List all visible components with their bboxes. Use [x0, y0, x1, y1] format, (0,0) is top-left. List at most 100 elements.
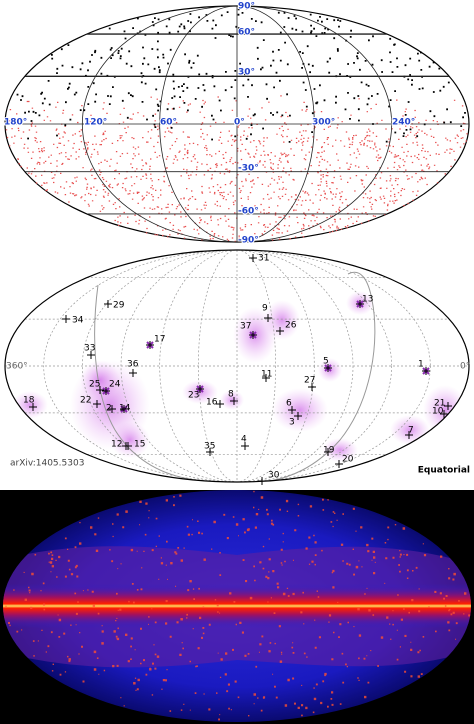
- event-label: 23: [188, 391, 199, 401]
- event-cross: [216, 400, 224, 408]
- gamma-layers: [3, 490, 471, 721]
- meridian: [81, 250, 393, 482]
- lon-label: 180°: [4, 118, 27, 128]
- event-cross: [102, 387, 110, 395]
- event-label: 5: [323, 357, 329, 367]
- event-label: 14: [119, 404, 131, 414]
- lat-label: -60°: [238, 207, 259, 217]
- lat-label: -90°: [238, 236, 259, 246]
- event-cross: [262, 374, 270, 382]
- event-label: 9: [262, 304, 268, 314]
- event-cross: [108, 405, 116, 413]
- event-cross: [422, 367, 430, 375]
- event-cross: [146, 341, 154, 349]
- grid-2: [5, 250, 469, 482]
- event-label: 33: [84, 344, 95, 354]
- event-cross: [120, 405, 128, 413]
- event-cross: [96, 386, 104, 394]
- lat-label: 30°: [238, 68, 255, 78]
- lon-left: 360°: [6, 362, 28, 372]
- event-label: 19: [323, 446, 335, 456]
- event-cross: [294, 412, 302, 420]
- event-cross: [206, 448, 214, 456]
- probability-region: [110, 422, 150, 458]
- event-label: 26: [285, 321, 297, 331]
- event-cross: [29, 403, 37, 411]
- event-cross: [196, 385, 204, 393]
- event-label: 1: [418, 360, 424, 370]
- blobs: [12, 291, 467, 462]
- event-label: 30: [268, 471, 280, 481]
- event-label: 18: [23, 396, 35, 406]
- event-cross: [308, 383, 316, 391]
- lat-label: 90°: [238, 2, 255, 12]
- event-cross: [87, 351, 95, 359]
- event-label: 7: [408, 426, 414, 436]
- event-label: 35: [204, 442, 215, 452]
- event-cross: [104, 300, 112, 308]
- probability-region: [272, 388, 328, 432]
- event-cross: [324, 448, 332, 456]
- event-cross: [324, 364, 332, 372]
- event-label: 31: [258, 254, 269, 264]
- grid-1: [5, 6, 469, 242]
- event-cross: [258, 477, 266, 485]
- event-label: 29: [113, 301, 125, 311]
- event-cross: [356, 300, 364, 308]
- event-cross: [405, 431, 413, 439]
- event-label: 4: [241, 435, 247, 445]
- probability-region: [80, 360, 120, 400]
- event-cross: [335, 460, 343, 468]
- probability-region: [264, 300, 300, 340]
- event-label: 13: [362, 295, 373, 305]
- lon-label: 0°: [234, 118, 245, 128]
- event-label: 24: [109, 380, 121, 390]
- lat-label: 60°: [238, 28, 255, 38]
- event-label: 3: [289, 418, 295, 428]
- event-cross: [241, 442, 249, 450]
- event-label: 2: [106, 404, 112, 414]
- event-cross: [444, 402, 452, 410]
- event-label: 17: [154, 335, 165, 345]
- probability-region: [220, 390, 244, 410]
- event-label: 36: [127, 360, 139, 370]
- event-cross: [249, 254, 257, 262]
- lat-label: -30°: [238, 164, 259, 174]
- lon-label: 60°: [160, 118, 177, 128]
- coord-label: Equatorial: [418, 466, 470, 476]
- event-cross: [93, 400, 101, 408]
- meridian: [197, 250, 277, 482]
- event-label: 21: [434, 399, 445, 409]
- event-label: 20: [342, 455, 354, 465]
- galactic-band: [3, 584, 471, 628]
- event-label: 6: [286, 399, 292, 409]
- lon-label: 240°: [392, 118, 415, 128]
- event-label: 8: [228, 390, 234, 400]
- event-label: 37: [240, 322, 251, 332]
- event-label: 16: [206, 398, 218, 408]
- event-cross: [62, 315, 70, 323]
- event-cross: [440, 410, 448, 418]
- credit: arXiv:1405.5303: [10, 459, 84, 469]
- event-label: 12: [111, 440, 122, 450]
- event-label: 34: [72, 316, 84, 326]
- galactic-plane: [94, 271, 376, 482]
- event-cross: [276, 327, 284, 335]
- event-label: 25: [89, 380, 100, 390]
- event-label: 22: [80, 396, 91, 406]
- lon-label: 120°: [84, 118, 107, 128]
- event-cross: [249, 331, 257, 339]
- event-label: 15: [134, 440, 145, 450]
- event-cross: [129, 369, 137, 377]
- event-label: 27: [304, 376, 315, 386]
- event-label: 11: [261, 370, 272, 380]
- lon-right: 0°: [460, 362, 470, 372]
- event-cross: [288, 406, 296, 414]
- lon-label: 300°: [312, 118, 335, 128]
- sky-map-2-outline: [4, 249, 470, 483]
- event-cross: [264, 314, 272, 322]
- event-cross: [124, 442, 132, 450]
- probability-region: [322, 438, 358, 462]
